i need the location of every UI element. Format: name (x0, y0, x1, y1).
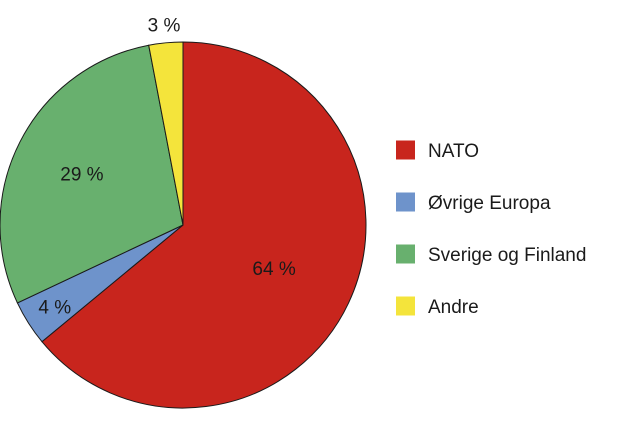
pie-data-labels: 64 % 4 % 29 % 3 % (38, 16, 295, 319)
legend: NATO Øvrige Europa Sverige og Finland Andre (396, 140, 586, 318)
legend-swatch-ovrige-europa (396, 192, 415, 212)
legend-swatch-sverige-og-finland (396, 244, 415, 264)
legend-label-andre: Andre (428, 297, 479, 318)
legend-label-nato: NATO (428, 141, 479, 162)
legend-swatch-nato (396, 140, 415, 160)
legend-label-sverige-og-finland: Sverige og Finland (428, 245, 586, 266)
data-label-ovrige-europa: 4 % (38, 297, 71, 318)
data-label-sverige-og-finland: 29 % (60, 164, 103, 185)
pie-slices (0, 41, 367, 409)
data-label-nato: 64 % (252, 259, 295, 280)
data-label-andre: 3 % (148, 16, 181, 37)
pie-slice-nato (41, 41, 367, 409)
pie-slice-sverige-og-finland (0, 44, 184, 304)
legend-swatch-andre (396, 296, 415, 316)
pie-slice-andre (148, 41, 184, 226)
legend-label-ovrige-europa: Øvrige Europa (428, 193, 551, 214)
